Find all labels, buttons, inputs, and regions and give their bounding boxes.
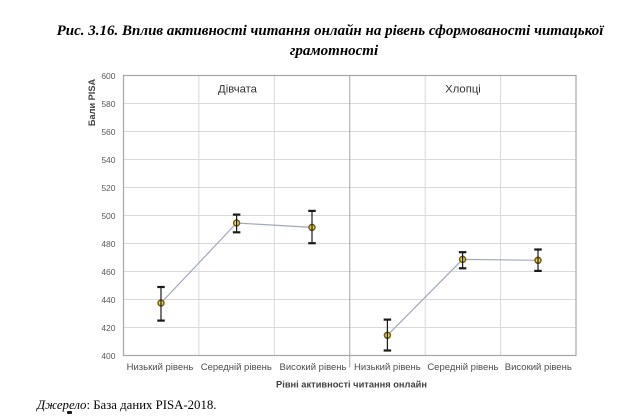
svg-text:520: 520: [101, 183, 115, 193]
svg-text:Низький рівень: Низький рівень: [127, 362, 194, 373]
svg-text:600: 600: [101, 71, 115, 81]
svg-text:Низький рівень: Низький рівень: [354, 362, 421, 373]
svg-text:Бали PISA: Бали PISA: [87, 79, 97, 127]
svg-text:540: 540: [101, 155, 115, 165]
svg-text:440: 440: [101, 295, 115, 305]
svg-text:580: 580: [101, 99, 115, 109]
svg-text:Рівні активності читання онлай: Рівні активності читання онлайн: [276, 379, 427, 389]
svg-text:Дівчата: Дівчата: [218, 84, 258, 96]
svg-text:400: 400: [101, 351, 115, 361]
svg-text:Високий рівень: Високий рівень: [505, 362, 572, 373]
svg-text:480: 480: [101, 239, 115, 249]
svg-text:500: 500: [101, 211, 115, 221]
svg-text:Середній рівень: Середній рівень: [427, 362, 498, 373]
svg-text:560: 560: [101, 127, 115, 137]
svg-text:Середній рівень: Середній рівень: [201, 362, 272, 373]
svg-text:420: 420: [101, 323, 115, 333]
svg-text:460: 460: [101, 267, 115, 277]
svg-text:Високий рівень: Високий рівень: [279, 362, 346, 373]
svg-text:Хлопці: Хлопці: [445, 84, 481, 96]
